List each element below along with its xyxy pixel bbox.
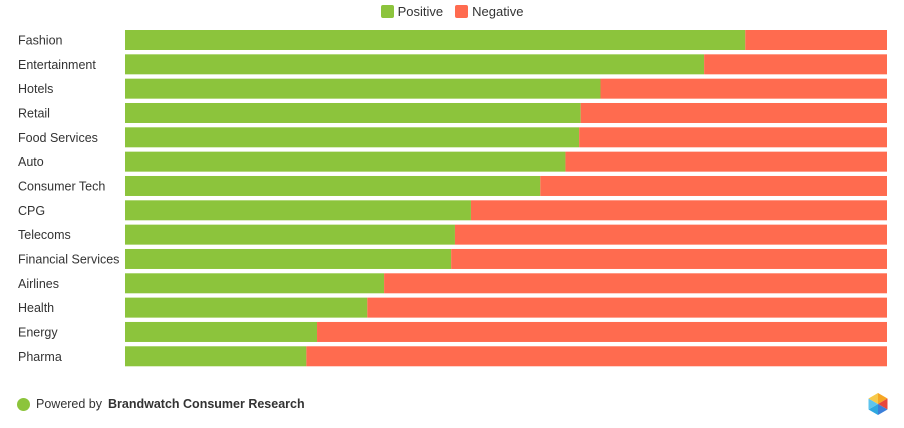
bar-positive[interactable] (125, 78, 601, 99)
bar-negative[interactable] (306, 346, 887, 367)
powered-by-footer: Powered by Brandwatch Consumer Research (17, 395, 305, 413)
chart-legend: Positive Negative (0, 2, 904, 20)
bar-negative[interactable] (565, 151, 887, 172)
footer-brand: Brandwatch Consumer Research (108, 397, 305, 411)
brandwatch-hexagon-icon (868, 393, 888, 415)
category-label: Energy (18, 325, 58, 339)
bar-negative[interactable] (317, 321, 887, 342)
bar-positive[interactable] (125, 175, 541, 196)
bar-negative[interactable] (745, 30, 887, 50)
bar-positive[interactable] (125, 248, 452, 269)
bar-positive[interactable] (125, 54, 705, 75)
legend-item-negative[interactable]: Negative (455, 4, 523, 19)
brand-dot-icon (17, 397, 30, 411)
category-label: Pharma (18, 350, 62, 364)
footer-prefix: Powered by (36, 397, 103, 411)
bar-positive[interactable] (125, 30, 746, 50)
legend-label: Positive (397, 3, 444, 19)
bar-positive[interactable] (125, 321, 318, 342)
category-label: Auto (18, 155, 44, 169)
bar-negative[interactable] (384, 273, 887, 294)
bar-positive[interactable] (125, 102, 581, 123)
bar-positive[interactable] (125, 200, 471, 221)
category-label: Airlines (18, 277, 59, 291)
bar-negative[interactable] (600, 78, 887, 99)
bar-positive[interactable] (125, 273, 385, 294)
bar-positive[interactable] (125, 297, 368, 318)
legend-swatch-icon (455, 4, 469, 18)
legend-label: Negative (472, 3, 524, 19)
category-label: Hotels (18, 82, 53, 96)
category-label: Health (18, 301, 54, 315)
legend-swatch-icon (380, 4, 394, 18)
bar-negative[interactable] (470, 200, 887, 221)
category-label: Consumer Tech (18, 179, 105, 193)
category-label: Telecoms (18, 228, 71, 242)
category-label: Financial Services (18, 252, 119, 266)
category-label: Fashion (18, 34, 63, 48)
bar-negative[interactable] (540, 175, 887, 196)
bar-negative[interactable] (579, 127, 887, 148)
bar-positive[interactable] (125, 346, 307, 367)
stacked-bar-chart: Fashion Entertainment Hotels Retail Food Ser… (18, 30, 887, 367)
bar-negative[interactable] (454, 224, 887, 245)
bar-negative[interactable] (451, 248, 887, 269)
bar-negative[interactable] (580, 102, 887, 123)
category-label: CPG (18, 204, 45, 218)
bar-negative[interactable] (704, 54, 887, 75)
category-label: Entertainment (18, 58, 96, 72)
bar-negative[interactable] (367, 297, 887, 318)
legend-item-positive[interactable]: Positive (380, 3, 444, 19)
category-label: Retail (18, 106, 50, 120)
bar-positive[interactable] (125, 127, 580, 148)
category-label: Food Services (18, 131, 98, 145)
bar-positive[interactable] (125, 151, 566, 172)
bar-positive[interactable] (125, 224, 455, 245)
